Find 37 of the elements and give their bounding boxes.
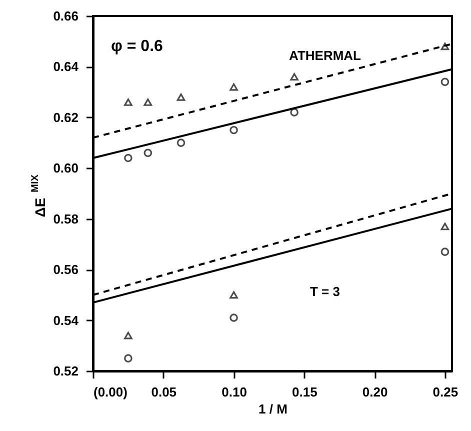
point bbox=[230, 126, 238, 134]
point bbox=[290, 108, 298, 117]
point bbox=[440, 78, 450, 86]
x-tick-label: (0.00) bbox=[94, 384, 128, 400]
annotation: φ = 0.6 bbox=[111, 38, 164, 55]
point bbox=[124, 332, 132, 340]
point bbox=[124, 354, 132, 362]
y-tick-label: 0.58 bbox=[53, 211, 78, 226]
x-tick-label: 0.15 bbox=[292, 384, 318, 400]
point bbox=[124, 154, 132, 162]
annotation: T = 3 bbox=[310, 284, 340, 299]
point bbox=[230, 291, 238, 299]
y-tick-label: 0.66 bbox=[53, 8, 78, 24]
annotation: ATHERMAL bbox=[289, 48, 362, 63]
x-tick-label: 0.10 bbox=[222, 384, 247, 400]
point bbox=[176, 138, 186, 147]
point bbox=[440, 248, 450, 256]
y-tick-label: 0.54 bbox=[53, 312, 80, 328]
point bbox=[176, 93, 186, 101]
point bbox=[440, 42, 450, 50]
point bbox=[124, 98, 132, 106]
point bbox=[144, 148, 152, 158]
point bbox=[230, 83, 238, 91]
point bbox=[230, 314, 238, 322]
x-tick-label: 0.20 bbox=[362, 384, 388, 400]
x-tick-label: 0.25 bbox=[432, 384, 458, 400]
point bbox=[144, 98, 152, 106]
y-tick-label: 0.52 bbox=[53, 364, 78, 378]
y-tick-label: 0.64 bbox=[53, 59, 80, 74]
y-tick-label: 0.62 bbox=[53, 110, 78, 125]
point bbox=[290, 73, 298, 81]
y-tick-label: 0.60 bbox=[53, 160, 78, 176]
point bbox=[440, 222, 450, 230]
x-tick-label: 0.05 bbox=[151, 384, 177, 400]
x-axis-title: 1 / M bbox=[258, 402, 288, 416]
y-axis-title: ΔEMIX bbox=[30, 174, 48, 218]
y-tick-label: 0.56 bbox=[53, 262, 78, 278]
